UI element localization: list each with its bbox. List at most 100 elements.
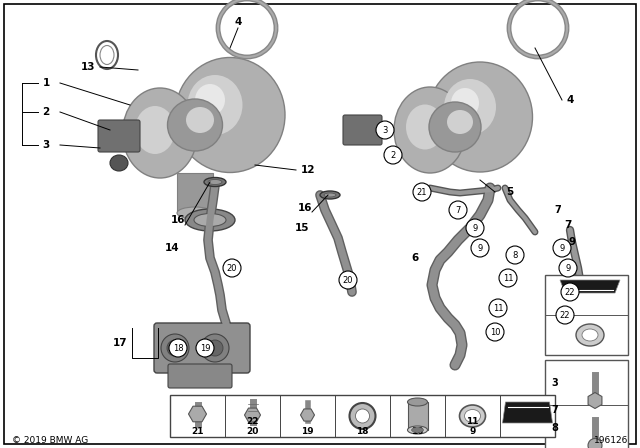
Text: 19: 19 bbox=[200, 344, 211, 353]
Text: 12: 12 bbox=[301, 165, 316, 175]
Text: 21: 21 bbox=[417, 188, 428, 197]
Text: 11: 11 bbox=[503, 273, 513, 283]
Text: 7: 7 bbox=[455, 206, 461, 215]
Text: 10: 10 bbox=[490, 327, 500, 336]
Text: 2: 2 bbox=[42, 107, 50, 117]
Circle shape bbox=[466, 219, 484, 237]
Ellipse shape bbox=[185, 209, 235, 231]
Circle shape bbox=[196, 339, 214, 357]
Ellipse shape bbox=[460, 405, 486, 427]
Ellipse shape bbox=[175, 57, 285, 172]
Text: 4: 4 bbox=[566, 95, 573, 105]
Ellipse shape bbox=[394, 87, 466, 173]
Ellipse shape bbox=[444, 79, 496, 135]
Circle shape bbox=[489, 299, 507, 317]
Text: 9: 9 bbox=[568, 237, 575, 247]
Text: 20: 20 bbox=[227, 263, 237, 272]
Ellipse shape bbox=[204, 177, 226, 186]
Text: 13: 13 bbox=[81, 62, 95, 72]
Ellipse shape bbox=[428, 62, 532, 172]
Circle shape bbox=[169, 339, 187, 357]
Ellipse shape bbox=[465, 409, 481, 422]
Circle shape bbox=[167, 340, 183, 356]
Ellipse shape bbox=[194, 214, 226, 227]
Polygon shape bbox=[560, 280, 620, 293]
Circle shape bbox=[449, 201, 467, 219]
Ellipse shape bbox=[110, 155, 128, 171]
Ellipse shape bbox=[168, 99, 223, 151]
Text: 20: 20 bbox=[246, 426, 259, 435]
Ellipse shape bbox=[177, 207, 213, 219]
Text: 6: 6 bbox=[412, 253, 419, 263]
Text: 9: 9 bbox=[477, 244, 483, 253]
Circle shape bbox=[384, 146, 402, 164]
Text: 3: 3 bbox=[382, 125, 388, 134]
Text: 2: 2 bbox=[390, 151, 396, 159]
Ellipse shape bbox=[135, 106, 175, 154]
Text: 16: 16 bbox=[171, 215, 185, 225]
Text: 19: 19 bbox=[301, 426, 314, 435]
Text: 11: 11 bbox=[467, 417, 479, 426]
Circle shape bbox=[207, 340, 223, 356]
Circle shape bbox=[553, 239, 571, 257]
Circle shape bbox=[588, 439, 602, 448]
Ellipse shape bbox=[408, 398, 428, 406]
Text: 16: 16 bbox=[298, 203, 312, 213]
FancyBboxPatch shape bbox=[98, 120, 140, 152]
Text: 18: 18 bbox=[356, 426, 369, 435]
Ellipse shape bbox=[208, 180, 222, 185]
Text: 21: 21 bbox=[191, 426, 204, 435]
Text: 10: 10 bbox=[412, 426, 424, 435]
Ellipse shape bbox=[582, 329, 598, 341]
Ellipse shape bbox=[412, 427, 424, 432]
Circle shape bbox=[486, 323, 504, 341]
Text: 22: 22 bbox=[560, 310, 570, 319]
FancyBboxPatch shape bbox=[343, 115, 382, 145]
Text: 196126: 196126 bbox=[594, 435, 628, 444]
Text: 7: 7 bbox=[552, 405, 558, 414]
Ellipse shape bbox=[406, 104, 444, 150]
Text: 3: 3 bbox=[42, 140, 50, 150]
Circle shape bbox=[559, 259, 577, 277]
Bar bbox=[408, 402, 428, 430]
Bar bbox=[545, 360, 628, 448]
Circle shape bbox=[413, 183, 431, 201]
Circle shape bbox=[339, 271, 357, 289]
Text: 20: 20 bbox=[343, 276, 353, 284]
Ellipse shape bbox=[188, 75, 243, 135]
Text: 11: 11 bbox=[493, 303, 503, 313]
Text: 4: 4 bbox=[234, 17, 242, 27]
Text: 7: 7 bbox=[555, 205, 561, 215]
Ellipse shape bbox=[122, 88, 198, 178]
Bar bbox=[177, 173, 213, 213]
Text: 9: 9 bbox=[565, 263, 571, 272]
Circle shape bbox=[471, 239, 489, 257]
Ellipse shape bbox=[349, 403, 376, 429]
Text: 9: 9 bbox=[469, 426, 476, 435]
Text: 8: 8 bbox=[552, 422, 559, 432]
Circle shape bbox=[561, 283, 579, 301]
Polygon shape bbox=[502, 402, 552, 423]
Text: 1: 1 bbox=[42, 78, 50, 88]
Circle shape bbox=[201, 334, 229, 362]
Text: 22: 22 bbox=[564, 288, 575, 297]
Circle shape bbox=[499, 269, 517, 287]
Ellipse shape bbox=[320, 191, 340, 199]
Text: 9: 9 bbox=[559, 244, 564, 253]
Circle shape bbox=[223, 259, 241, 277]
Bar bbox=[170, 395, 555, 437]
Text: 15: 15 bbox=[295, 223, 309, 233]
Ellipse shape bbox=[195, 84, 225, 116]
FancyBboxPatch shape bbox=[168, 364, 232, 388]
Text: 17: 17 bbox=[113, 338, 127, 348]
Circle shape bbox=[556, 306, 574, 324]
Text: 3: 3 bbox=[552, 378, 558, 388]
Text: 18: 18 bbox=[173, 344, 183, 353]
Ellipse shape bbox=[429, 102, 481, 152]
Text: 22: 22 bbox=[246, 417, 259, 426]
Text: © 2019 BMW AG: © 2019 BMW AG bbox=[12, 435, 88, 444]
Ellipse shape bbox=[576, 324, 604, 346]
Text: 7: 7 bbox=[564, 220, 572, 230]
Ellipse shape bbox=[451, 88, 479, 118]
Ellipse shape bbox=[186, 107, 214, 133]
